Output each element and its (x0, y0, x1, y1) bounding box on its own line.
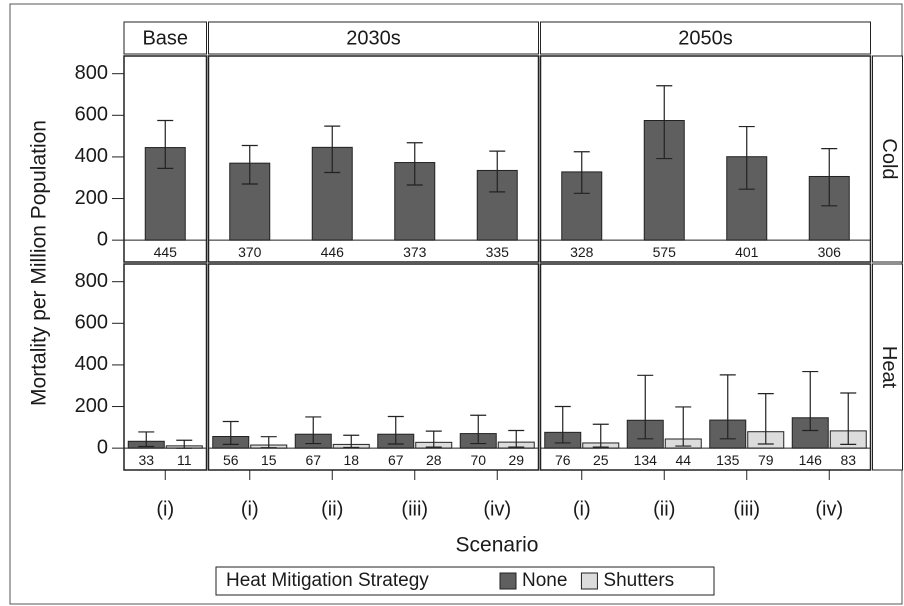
legend-title: Heat Mitigation Strategy (226, 570, 429, 591)
value-label: 83 (840, 452, 856, 468)
value-label: 25 (593, 452, 609, 468)
x-tick-label: (i) (241, 498, 259, 520)
x-tick-label: (iv) (815, 498, 843, 520)
row-title: Heat (878, 346, 900, 389)
value-label: 76 (555, 452, 571, 468)
frame (9, 3, 903, 605)
error-bar (802, 370, 819, 432)
value-label: 33 (138, 452, 154, 468)
row-strip (872, 263, 903, 471)
value-label: 44 (675, 452, 691, 468)
error-bar (840, 392, 857, 446)
error-bar (343, 434, 360, 449)
legend-swatch (499, 572, 517, 590)
error-bar (757, 393, 774, 445)
legend-label: None (522, 570, 567, 591)
x-tick-label: (ii) (321, 498, 343, 520)
error-bar (573, 151, 590, 194)
y-tick-label: 600 (75, 312, 108, 334)
error-bar (470, 414, 487, 445)
error-bar (425, 430, 442, 448)
x-tick-label: (i) (573, 498, 591, 520)
value-label: 146 (799, 452, 823, 468)
value-label: 335 (486, 244, 510, 260)
error-bar (821, 147, 838, 207)
row-strip (872, 55, 903, 263)
error-bar (222, 420, 239, 446)
error-bar (719, 374, 736, 440)
value-label: 15 (261, 452, 277, 468)
value-label: 134 (634, 452, 658, 468)
error-bar (406, 142, 423, 186)
legend-box (215, 566, 715, 596)
value-label: 401 (735, 244, 759, 260)
value-label: 18 (343, 452, 359, 468)
error-bar (241, 144, 258, 185)
column-strip (208, 21, 539, 55)
panel (123, 55, 208, 263)
value-label: 306 (818, 244, 842, 260)
error-bar (157, 119, 174, 169)
value-label: 67 (388, 452, 404, 468)
error-bar (738, 125, 755, 190)
x-tick-label: (iv) (483, 498, 511, 520)
column-title: Base (142, 27, 188, 49)
column-strip (540, 21, 871, 55)
x-tick-label: (ii) (653, 498, 675, 520)
value-label: 575 (653, 244, 677, 260)
bar (791, 417, 829, 449)
column-strip (123, 21, 207, 55)
y-tick-label: 200 (75, 395, 108, 417)
error-bar (637, 374, 654, 440)
value-label: 373 (403, 244, 427, 260)
value-label: 446 (321, 244, 345, 260)
y-axis-label: Mortality per Million Population (28, 120, 51, 406)
x-tick-label: (iii) (733, 498, 760, 520)
error-bar (554, 405, 571, 444)
row-title: Cold (878, 138, 900, 179)
panel (123, 263, 208, 471)
value-label: 67 (305, 452, 321, 468)
value-label: 445 (154, 244, 178, 260)
panel (207, 263, 540, 471)
y-tick-label: 400 (75, 353, 108, 375)
panel (539, 55, 872, 263)
error-bar (508, 429, 525, 448)
panel (539, 263, 872, 471)
value-label: 28 (426, 452, 442, 468)
y-tick-label: 600 (75, 104, 108, 126)
error-bar (387, 415, 404, 445)
y-tick-label: 0 (97, 228, 108, 250)
value-label: 370 (238, 244, 262, 260)
y-tick-label: 400 (75, 145, 108, 167)
value-label: 29 (508, 452, 524, 468)
panel (207, 55, 540, 263)
value-label: 79 (758, 452, 774, 468)
x-tick-label: (iii) (401, 498, 428, 520)
value-label: 328 (570, 244, 594, 260)
x-axis-label: Scenario (456, 534, 539, 557)
column-title: 2050s (678, 27, 733, 49)
legend-label: Shutters (603, 570, 674, 591)
error-bar (324, 125, 341, 174)
x-tick-label: (i) (156, 498, 174, 520)
y-tick-label: 200 (75, 187, 108, 209)
y-tick-label: 800 (75, 62, 108, 84)
value-label: 135 (716, 452, 740, 468)
value-label: 70 (470, 452, 486, 468)
legend-swatch (580, 572, 598, 590)
y-tick-label: 0 (97, 436, 108, 458)
value-label: 11 (177, 452, 192, 468)
error-bar (675, 406, 692, 447)
y-tick-label: 800 (75, 270, 108, 292)
error-bar (656, 85, 673, 160)
value-label: 56 (223, 452, 239, 468)
error-bar (489, 150, 506, 193)
error-bar (592, 423, 609, 448)
error-bar (138, 431, 155, 448)
error-bar (305, 416, 322, 445)
column-title: 2030s (346, 27, 401, 49)
